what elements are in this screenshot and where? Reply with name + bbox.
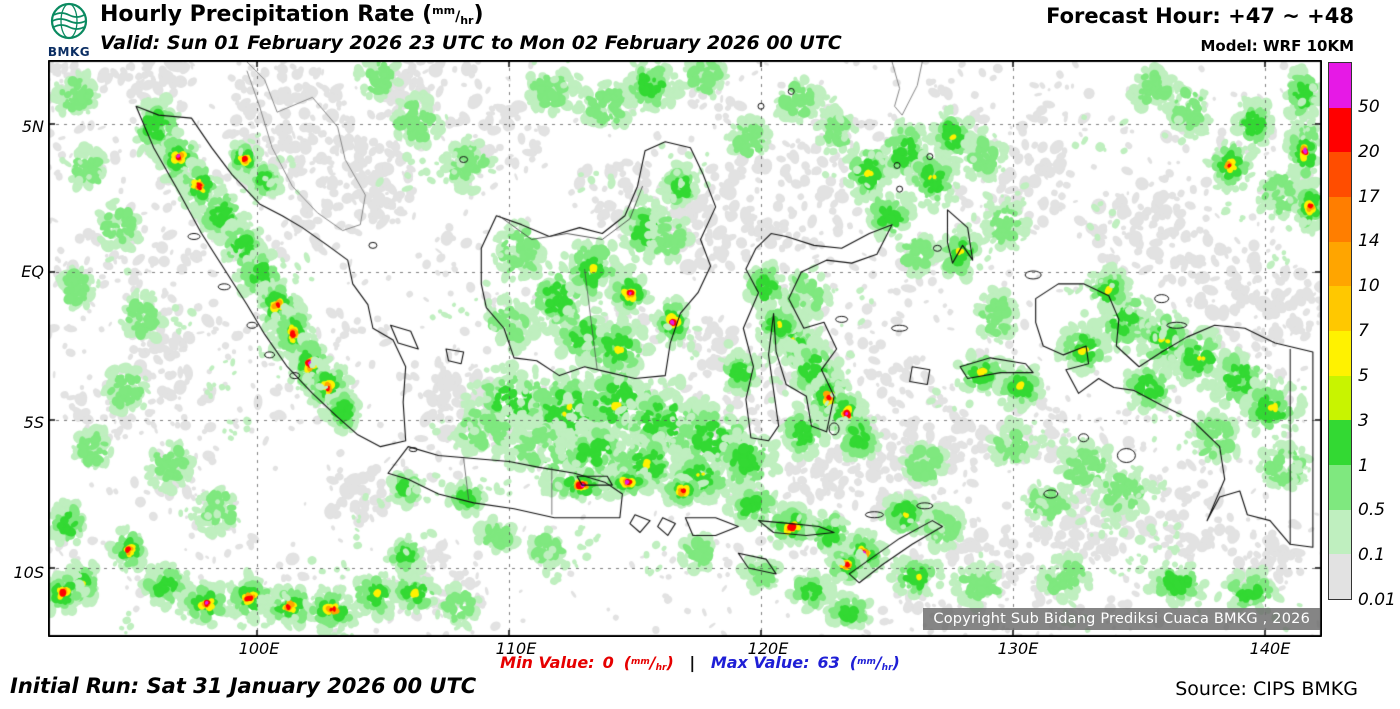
title-text: Hourly Precipitation Rate <box>100 2 423 27</box>
initial-run: Initial Run: Sat 31 January 2026 00 UTC <box>10 674 477 698</box>
colorbar-label: 0.1 <box>1358 545 1386 566</box>
title-unit-close: ) <box>473 2 484 27</box>
colorbar-label: 5 <box>1358 365 1369 386</box>
colorbar-label: 20 <box>1358 141 1380 162</box>
colorbar-label: 0.01 <box>1358 590 1396 610</box>
colorbar-segment <box>1329 465 1351 510</box>
min-value: 0 <box>602 653 614 672</box>
page-title: Hourly Precipitation Rate (mm/hr) <box>100 2 484 27</box>
model-label: Model: WRF 10KM <box>1200 37 1355 55</box>
stats-separator: | <box>689 653 696 672</box>
bmkg-logo: BMKG <box>44 1 94 59</box>
max-value: 63 <box>817 653 840 672</box>
x-axis-label-100e: 100E <box>238 639 280 658</box>
title-unit-slash: / <box>455 9 461 25</box>
colorbar-segment <box>1329 107 1351 153</box>
min-label: Min Value: <box>500 653 595 672</box>
bmkg-logo-text: BMKG <box>47 45 91 59</box>
title-unit-num: mm <box>432 4 456 17</box>
colorbar-segment <box>1329 63 1351 108</box>
colorbar-label: 10 <box>1358 276 1380 297</box>
y-axis-label-5n: 5N <box>21 117 44 136</box>
colorbar <box>1328 62 1352 600</box>
forecast-hour: Forecast Hour: +47 ~ +48 <box>1046 4 1354 28</box>
min-unit: (mm/hr) <box>623 653 674 673</box>
x-axis-label-110e: 110E <box>495 639 537 658</box>
copyright-overlay: Copyright Sub Bidang Prediksi Cuaca BMKG… <box>923 608 1320 630</box>
x-axis-label-120e: 120E <box>747 639 789 658</box>
colorbar-segment <box>1329 241 1351 287</box>
colorbar-segment <box>1329 554 1351 600</box>
colorbar-segment <box>1329 420 1351 466</box>
max-label: Max Value: <box>710 653 810 672</box>
colorbar-label: 50 <box>1358 96 1380 117</box>
colorbar-label: 3 <box>1358 410 1369 431</box>
x-axis-label-130e: 130E <box>997 639 1039 658</box>
colorbar-segment <box>1329 509 1351 555</box>
colorbar-segment <box>1329 286 1351 332</box>
minmax-stats: Min Value: 0 (mm/hr) | Max Value: 63 (mm/hr) <box>0 653 1400 673</box>
colorbar-label: 7 <box>1358 321 1369 341</box>
precipitation-map <box>48 60 1322 637</box>
colorbar-segment <box>1329 152 1351 198</box>
colorbar-label: 0.5 <box>1358 500 1386 521</box>
colorbar-label: 1 <box>1358 455 1369 476</box>
source-label: Source: CIPS BMKG <box>1175 678 1358 700</box>
max-unit: (mm/hr) <box>849 653 900 673</box>
map-area: Copyright Sub Bidang Prediksi Cuaca BMKG… <box>48 60 1322 637</box>
bmkg-logo-icon <box>50 2 88 40</box>
y-axis-label-10s: 10S <box>13 563 44 582</box>
colorbar-labels: 50 20 17 14 10 7 5 3 1 0.5 0.1 0.01 <box>1358 62 1400 610</box>
colorbar-segment <box>1329 197 1351 242</box>
title-unit-den: hr <box>460 14 474 27</box>
colorbar-segment <box>1329 375 1351 421</box>
y-axis-label-5s: 5S <box>23 413 44 432</box>
y-axis-label-eq: EQ <box>21 262 44 281</box>
colorbar-label: 14 <box>1358 231 1380 252</box>
colorbar-label: 17 <box>1358 186 1380 207</box>
colorbar-segment <box>1329 331 1351 376</box>
valid-period: Valid: Sun 01 February 2026 23 UTC to Mo… <box>100 32 842 54</box>
x-axis-label-140e: 140E <box>1249 639 1291 658</box>
title-unit-open: ( <box>422 2 433 27</box>
